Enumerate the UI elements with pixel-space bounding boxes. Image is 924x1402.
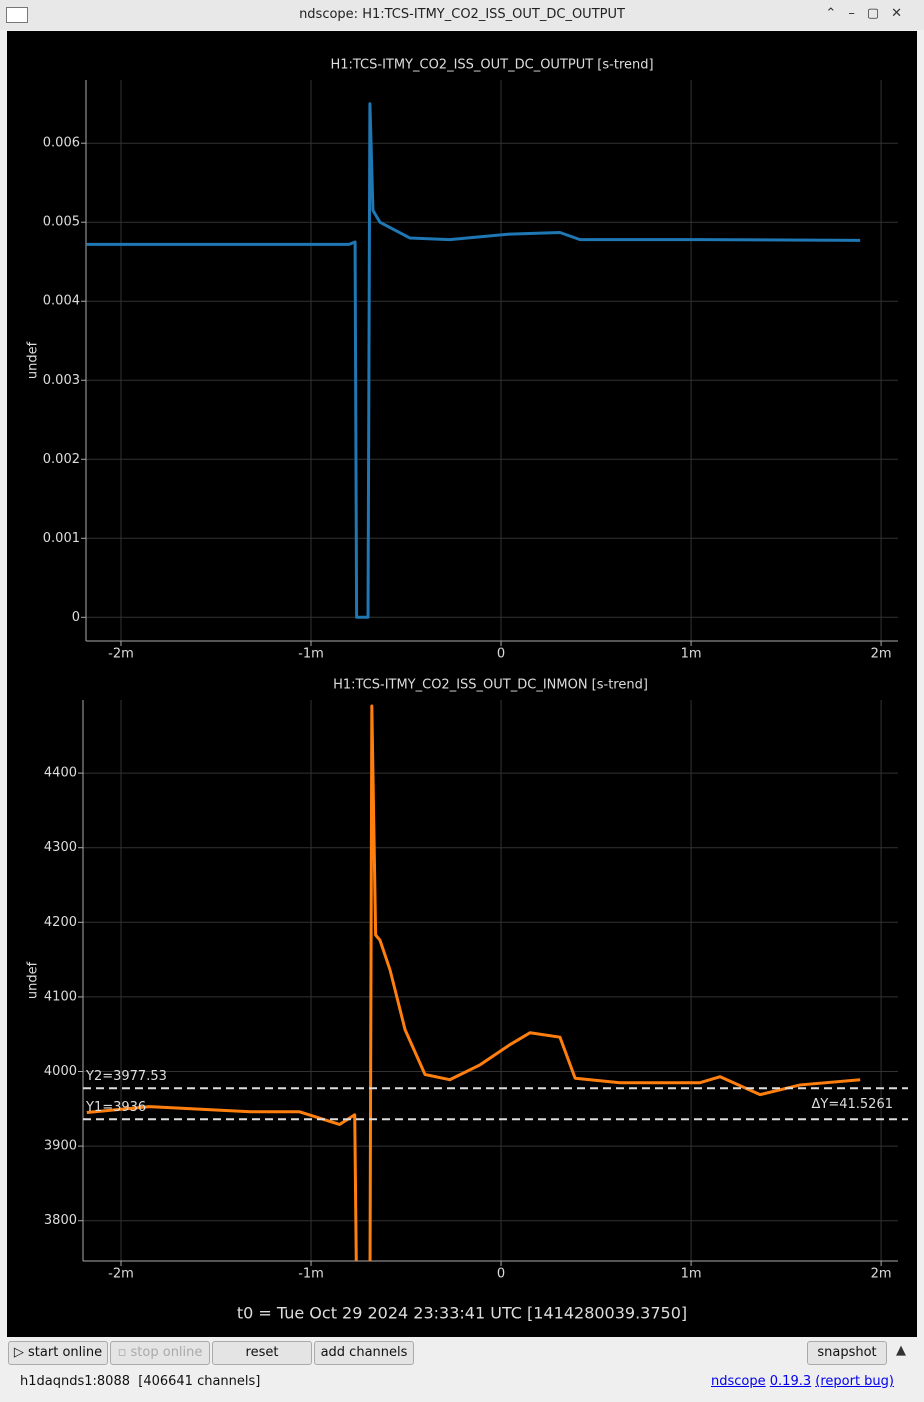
y-tick-label: 4300 xyxy=(44,840,77,855)
delta-label: ΔY=41.5261 xyxy=(812,1097,894,1112)
y-axis-label: undef xyxy=(26,341,41,379)
button-label: start online xyxy=(28,1345,103,1360)
links: ndscope 0.19.3 (report bug) xyxy=(711,1374,894,1389)
x-tick-label: 2m xyxy=(871,647,892,662)
x-tick-label: -1m xyxy=(298,647,324,662)
expand-button[interactable]: ▲ xyxy=(896,1343,906,1358)
button-label: reset xyxy=(245,1345,279,1360)
t0-label: t0 = Tue Oct 29 2024 23:33:41 UTC [14142… xyxy=(237,1304,687,1323)
x-tick-label: 0 xyxy=(497,1267,505,1282)
y-tick-label: 0.005 xyxy=(43,215,80,230)
stop-online-button[interactable]: ▫ stop online xyxy=(110,1341,210,1365)
y-tick-label: 4400 xyxy=(44,766,77,781)
y-tick-label: 4000 xyxy=(44,1064,77,1079)
y-tick-label: 0.002 xyxy=(43,452,80,467)
y-tick-label: 0.003 xyxy=(43,373,80,388)
button-label: add channels xyxy=(320,1345,408,1360)
chart-title: H1:TCS-ITMY_CO2_ISS_OUT_DC_INMON [s-tren… xyxy=(333,678,648,693)
status-text: h1daqnds1:8088 [406641 channels] xyxy=(20,1374,261,1389)
x-tick-label: -1m xyxy=(298,1267,324,1282)
x-tick-label: 1m xyxy=(681,1267,702,1282)
data-line xyxy=(86,704,861,1261)
cursor-label: Y2=3977.53 xyxy=(85,1069,167,1084)
link[interactable]: (report bug) xyxy=(815,1374,894,1389)
snapshot-button[interactable]: snapshot xyxy=(807,1341,887,1365)
y-tick-label: 4200 xyxy=(44,915,77,930)
y-tick-label: 3800 xyxy=(44,1213,77,1228)
x-tick-label: -2m xyxy=(108,647,134,662)
y-tick-label: 0 xyxy=(72,610,80,625)
x-tick-label: 2m xyxy=(871,1267,892,1282)
window-title: ndscope: H1:TCS-ITMY_CO2_ISS_OUT_DC_OUTP… xyxy=(0,0,924,30)
y-axis-label: undef xyxy=(26,961,41,999)
y-tick-label: 0.006 xyxy=(43,136,80,151)
y-tick-label: 3900 xyxy=(44,1139,77,1154)
link[interactable]: ndscope xyxy=(711,1374,766,1389)
y-tick-label: 0.001 xyxy=(43,531,80,546)
y-tick-label: 0.004 xyxy=(43,294,80,309)
link[interactable]: 0.19.3 xyxy=(769,1374,812,1389)
x-tick-label: 1m xyxy=(681,647,702,662)
x-tick-label: -2m xyxy=(108,1267,134,1282)
x-tick-label: 0 xyxy=(497,647,505,662)
app-icon xyxy=(6,7,28,23)
y-tick-label: 4100 xyxy=(44,989,77,1004)
button-label: snapshot xyxy=(817,1345,877,1360)
button-label: stop online xyxy=(130,1345,203,1360)
reset-button[interactable]: reset xyxy=(212,1341,312,1365)
chart-title: H1:TCS-ITMY_CO2_ISS_OUT_DC_OUTPUT [s-tre… xyxy=(330,58,653,73)
data-line xyxy=(86,102,861,619)
window-controls[interactable]: ⌃–▢✕ xyxy=(825,6,914,21)
start-online-button[interactable]: ▷ start online xyxy=(8,1341,108,1365)
add-channels-button[interactable]: add channels xyxy=(314,1341,414,1365)
cursor-label: Y1=3936 xyxy=(85,1100,146,1115)
plot-area: t0 = Tue Oct 29 2024 23:33:41 UTC [14142… xyxy=(7,31,917,1337)
